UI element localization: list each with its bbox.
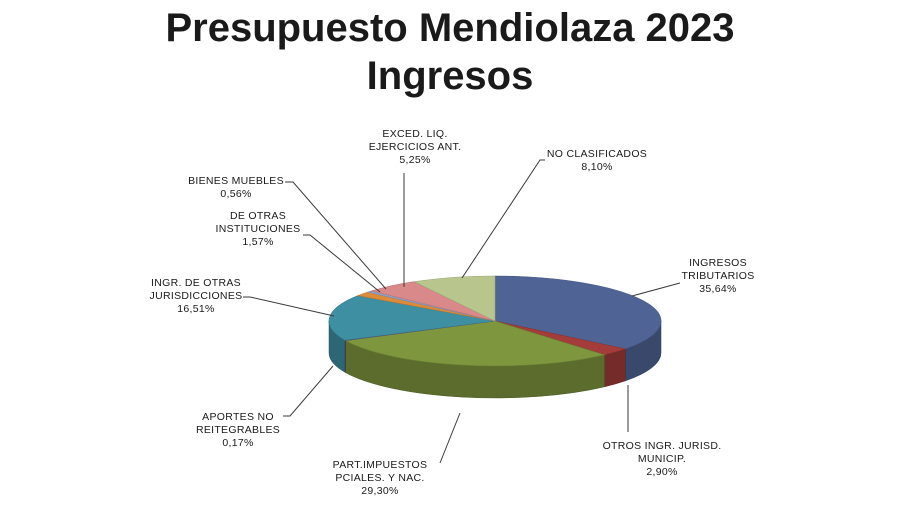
slice-name-label-5: INSTITUCIONES — [216, 223, 301, 235]
leader-line-3 — [283, 365, 334, 417]
slice-name-label-2: PART.IMPUESTOS — [333, 459, 428, 471]
slice-value-label-7: 5,25% — [399, 154, 430, 166]
leader-line-5 — [303, 234, 381, 293]
slice-name-label-7: EJERCICIOS ANT. — [369, 141, 462, 153]
slice-value-label-0: 35,64% — [699, 283, 736, 295]
slice-value-label-8: 8,10% — [581, 161, 612, 173]
slice-name-label-8: NO CLASIFICADOS — [547, 148, 647, 160]
slice-name-label-7: EXCED. LIQ. — [382, 128, 447, 140]
slice-name-label-3: REITEGRABLES — [196, 424, 280, 436]
slice-value-label-1: 2,90% — [646, 466, 677, 478]
slice-value-label-4: 16,51% — [177, 303, 214, 315]
leader-line-0 — [631, 282, 681, 297]
pie-top-group — [328, 275, 662, 367]
slice-value-label-5: 1,57% — [242, 236, 273, 248]
slice-4 — [328, 295, 496, 341]
slice-value-label-3: 0,17% — [222, 437, 253, 449]
slice-name-label-0: INGRESOS — [689, 257, 747, 269]
leader-line-4 — [243, 296, 335, 317]
slice-name-label-5: DE OTRAS — [230, 210, 286, 222]
slice-name-label-6: BIENES MUEBLES — [188, 175, 284, 187]
leader-line-8 — [461, 159, 545, 279]
chart-title-block: Presupuesto Mendiolaza 2023 Ingresos — [0, 4, 900, 100]
chart-title: Presupuesto Mendiolaza 2023 — [165, 6, 735, 50]
slice-name-label-4: JURISDICCIONES — [150, 290, 243, 302]
slice-name-label-2: PCIALES. Y NAC. — [335, 472, 424, 484]
slice-0 — [494, 275, 662, 350]
slice-value-label-2: 29,30% — [361, 485, 398, 497]
slice-8 — [413, 275, 496, 322]
leader-line-6 — [285, 181, 387, 290]
slice-side-1 — [604, 348, 626, 388]
slice-name-label-1: OTROS INGR. JURISD. — [603, 440, 722, 452]
slice-name-label-3: APORTES NO — [202, 411, 274, 423]
slice-name-label-4: INGR. DE OTRAS — [151, 277, 241, 289]
slice-value-label-6: 0,56% — [220, 188, 251, 200]
chart-subtitle: Ingresos — [366, 54, 534, 98]
leader-line-2 — [439, 412, 461, 464]
slice-name-label-1: MUNICIP. — [638, 453, 686, 465]
slice-name-label-0: TRIBUTARIOS — [681, 270, 754, 282]
